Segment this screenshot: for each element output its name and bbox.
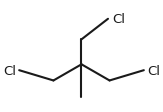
Text: Cl: Cl [3, 64, 16, 77]
Text: Cl: Cl [113, 13, 126, 26]
Text: Cl: Cl [147, 64, 160, 77]
